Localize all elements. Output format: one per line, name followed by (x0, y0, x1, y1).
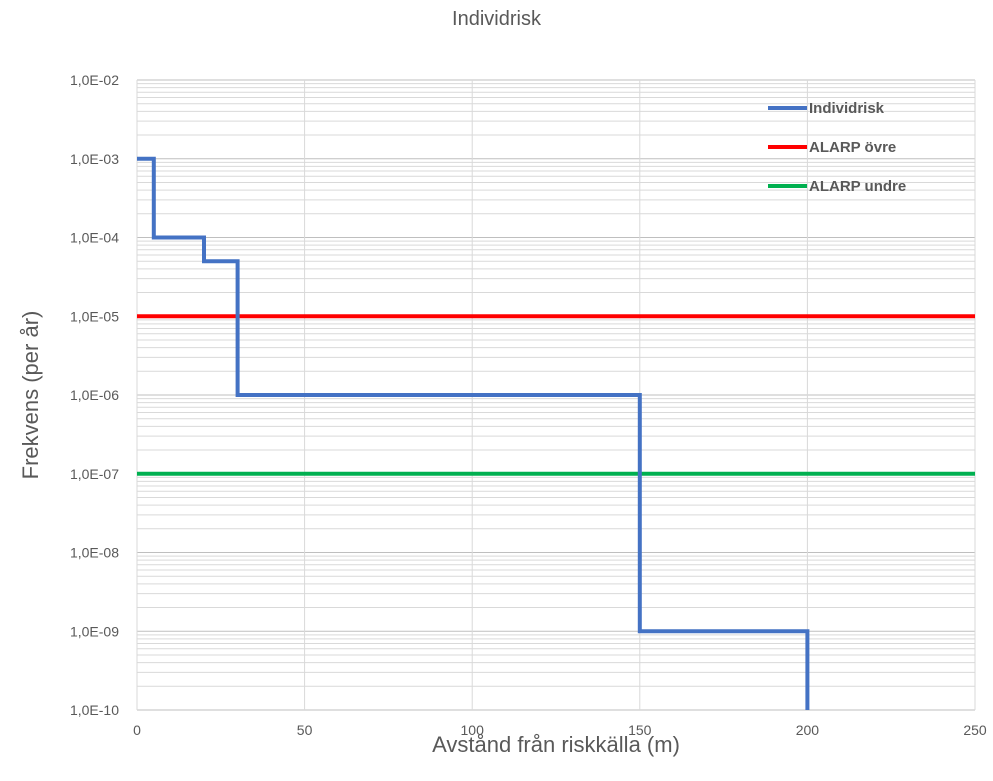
legend-label: ALARP övre (809, 139, 896, 156)
y-tick-label: 1,0E-09 (70, 623, 119, 639)
x-tick-label: 250 (963, 722, 987, 738)
y-tick-label: 1,0E-05 (70, 308, 119, 324)
x-tick-labels: 0 50 100 150 200 250 (133, 722, 987, 738)
series-layer (137, 156, 975, 710)
series-line (137, 156, 810, 710)
legend-label: ALARP undre (809, 178, 906, 195)
y-axis-title: Frekvens (per år) (18, 311, 43, 480)
x-axis-title: Avstånd från riskkälla (m) (432, 732, 680, 757)
y-tick-label: 1,0E-03 (70, 151, 119, 167)
y-tick-label: 1,0E-04 (70, 230, 119, 246)
y-tick-labels: 1,0E-02 1,0E-03 1,0E-04 1,0E-05 1,0E-06 1,0E-… (70, 72, 119, 718)
y-tick-label: 1,0E-02 (70, 72, 119, 88)
y-tick-label: 1,0E-07 (70, 466, 119, 482)
x-tick-label: 150 (628, 722, 652, 738)
x-tick-label: 200 (796, 722, 820, 738)
chart-title: Individrisk (452, 8, 541, 30)
y-tick-label: 1,0E-08 (70, 545, 119, 561)
minor-gridlines (137, 83, 975, 687)
x-tick-label: 50 (297, 722, 313, 738)
y-tick-label: 1,0E-06 (70, 387, 119, 403)
x-tick-label: 0 (133, 722, 141, 738)
legend: Individrisk ALARP övre ALARP undre (768, 100, 906, 195)
y-tick-label: 1,0E-10 (70, 702, 119, 718)
x-tick-label: 100 (461, 722, 485, 738)
legend-label: Individrisk (809, 100, 885, 117)
